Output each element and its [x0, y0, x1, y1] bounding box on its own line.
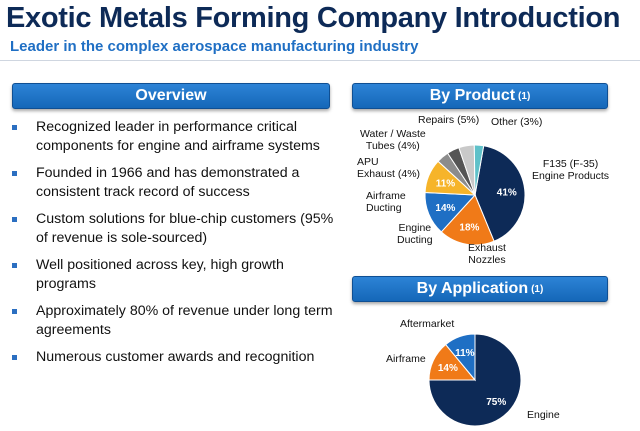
overview-heading: Overview — [135, 87, 207, 104]
header-divider — [0, 60, 640, 61]
product-label-exhaust-nozzles: Exhaust Nozzles — [468, 242, 506, 266]
by-product-footnote: (1) — [518, 90, 531, 102]
product-label-f135: F135 (F-35) Engine Products — [532, 158, 610, 182]
application-label-aftermarket: Aftermarket — [400, 318, 455, 330]
by-product-pie-chart: 41% 18% 14% 11% — [424, 144, 526, 246]
overview-bullet: Approximately 80% of revenue under long … — [10, 302, 340, 340]
pie-slice — [440, 194, 495, 246]
application-label-airframe: Airframe — [386, 353, 426, 365]
pie-slice — [473, 144, 485, 196]
by-application-banner: By Application (1) — [352, 276, 608, 302]
bullet-marker-icon — [12, 217, 17, 222]
page-subtitle: Leader in the complex aerospace manufact… — [10, 38, 419, 55]
product-label-repairs: Repairs (5%) — [418, 114, 480, 126]
pie-data-label: 14% — [438, 363, 458, 374]
page-title: Exotic Metals Forming Company Introducti… — [6, 2, 621, 34]
pie-data-label: 11% — [455, 348, 475, 359]
bullet-text: Numerous customer awards and recognition — [36, 349, 315, 365]
bullet-marker-icon — [12, 309, 17, 314]
bullet-text: Approximately 80% of revenue under long … — [36, 303, 333, 338]
overview-bullet: Custom solutions for blue-chip customers… — [10, 210, 340, 248]
product-label-other: Other (3%) — [491, 116, 543, 128]
bullet-marker-icon — [12, 125, 17, 130]
product-label-engine-ducting: Engine Ducting — [397, 222, 433, 246]
pie-data-label: 18% — [459, 223, 479, 234]
overview-bullet: Recognized leader in performance critica… — [10, 118, 340, 156]
overview-bullet: Founded in 1966 and has demonstrated a c… — [10, 164, 340, 202]
bullet-text: Well positioned across key, high growth … — [36, 257, 284, 292]
product-label-apu: APU Exhaust (4%) — [357, 156, 421, 180]
by-product-banner: By Product (1) — [352, 83, 608, 109]
overview-bullet: Well positioned across key, high growth … — [10, 256, 340, 294]
pie-data-label: 11% — [436, 179, 456, 190]
overview-list: Recognized leader in performance critica… — [10, 118, 340, 375]
pie-data-label: 75% — [486, 397, 506, 408]
bullet-marker-icon — [12, 171, 17, 176]
pie-slice — [474, 145, 526, 242]
bullet-text: Founded in 1966 and has demonstrated a c… — [36, 165, 300, 200]
by-product-heading: By Product — [429, 87, 516, 104]
overview-bullet: Numerous customer awards and recognition — [10, 348, 340, 367]
overview-banner: Overview — [12, 83, 330, 109]
pie-data-label: 41% — [497, 188, 517, 199]
by-application-pie-chart: 75% 14% 11% — [428, 333, 522, 427]
by-application-footnote: (1) — [531, 283, 544, 295]
product-label-airframe-ducting: Airframe Ducting — [366, 190, 406, 214]
pie-slice — [444, 333, 476, 382]
application-label-engine: Engine — [527, 409, 560, 421]
product-label-water: Water / Waste Tubes (4%) — [360, 128, 426, 152]
bullet-marker-icon — [12, 355, 17, 360]
bullet-text: Custom solutions for blue-chip customers… — [36, 211, 334, 246]
bullet-marker-icon — [12, 263, 17, 268]
bullet-text: Recognized leader in performance critica… — [36, 119, 320, 154]
by-application-heading: By Application — [416, 280, 529, 297]
pie-data-label: 14% — [435, 203, 455, 214]
